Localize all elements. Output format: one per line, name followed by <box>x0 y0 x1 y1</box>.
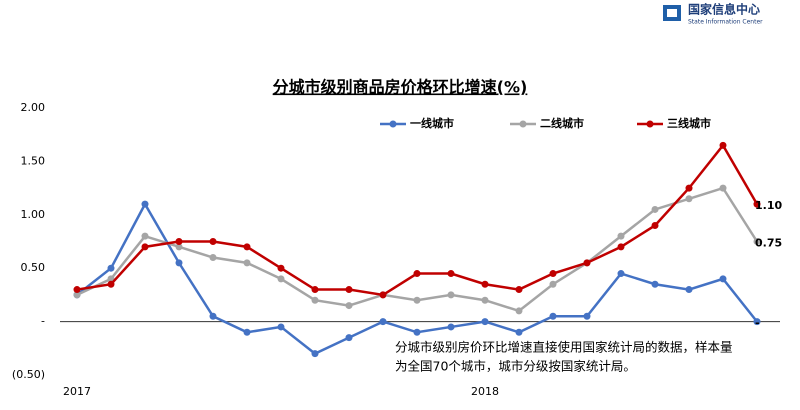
org-cn: 国家信息中心 <box>688 2 760 17</box>
value-label: 1.10 <box>755 199 782 212</box>
point <box>549 280 557 288</box>
point <box>141 232 149 240</box>
point <box>685 184 693 192</box>
point <box>175 238 183 245</box>
y-tick-label: 0.50 <box>21 261 46 274</box>
point <box>549 270 557 278</box>
point <box>141 200 149 208</box>
point <box>447 323 455 331</box>
chart-title: 分城市级别商品房价格环比增速(%) <box>273 78 528 97</box>
point <box>651 205 659 213</box>
point <box>753 238 761 245</box>
point <box>209 238 217 245</box>
point <box>447 270 455 278</box>
point <box>345 334 353 342</box>
point <box>107 280 115 288</box>
point <box>73 291 81 299</box>
point <box>277 275 285 283</box>
point <box>175 259 183 267</box>
point <box>141 243 149 251</box>
point <box>719 141 727 149</box>
y-tick-label: 1.50 <box>21 154 46 167</box>
point <box>379 318 387 326</box>
org-en: State Information Center <box>688 19 763 26</box>
logo-icon-inner <box>667 9 677 17</box>
legend-marker <box>646 120 654 128</box>
point <box>685 195 693 203</box>
point <box>447 291 455 299</box>
point <box>243 328 251 336</box>
point <box>209 312 217 320</box>
legend-label: 二线城市 <box>540 116 584 130</box>
point <box>617 232 625 240</box>
point <box>753 318 761 326</box>
point <box>277 323 285 331</box>
y-tick-label: - <box>41 315 45 328</box>
point <box>651 280 659 288</box>
point <box>311 296 319 304</box>
point <box>413 296 421 304</box>
point <box>209 254 217 262</box>
point <box>515 328 523 336</box>
point <box>617 243 625 251</box>
value-label: - <box>755 317 760 330</box>
point <box>243 259 251 267</box>
legend-marker <box>519 120 527 128</box>
point <box>73 286 81 294</box>
point <box>175 243 183 251</box>
legend-label: 三线城市 <box>667 116 711 130</box>
point <box>719 184 727 192</box>
point <box>481 296 489 304</box>
point <box>345 302 353 310</box>
point <box>651 221 659 229</box>
y-tick-label: 1.00 <box>21 208 46 221</box>
value-label: 0.75 <box>755 237 782 250</box>
point <box>345 286 353 294</box>
point <box>583 259 591 267</box>
point <box>277 264 285 272</box>
point <box>379 291 387 299</box>
point <box>719 275 727 283</box>
point <box>753 200 761 208</box>
point <box>549 312 557 320</box>
point <box>515 286 523 294</box>
y-tick-label: 2.00 <box>21 101 46 114</box>
annotation-line: 为全国70个城市，城市分级按国家统计局。 <box>395 359 636 374</box>
point <box>413 270 421 278</box>
annotation: 分城市级别房价环比增速直接使用国家统计局的数据，样本量 为全国70个城市，城市分… <box>395 340 733 374</box>
annotation-line: 分城市级别房价环比增速直接使用国家统计局的数据，样本量 <box>395 340 733 355</box>
point <box>107 264 115 272</box>
x-tick-label: 2017 <box>63 385 91 398</box>
point <box>243 243 251 251</box>
point <box>515 307 523 315</box>
point <box>583 312 591 320</box>
x-tick-label: 2018 <box>471 385 499 398</box>
point <box>481 280 489 288</box>
logo: 国家信息中心 State Information Center <box>663 2 763 26</box>
point <box>413 328 421 336</box>
y-tick-label: (0.50) <box>12 368 45 381</box>
point <box>481 318 489 326</box>
point <box>311 286 319 294</box>
legend-label: 一线城市 <box>410 116 454 130</box>
point <box>311 350 319 358</box>
point <box>617 270 625 278</box>
legend-marker <box>389 120 397 128</box>
point <box>685 286 693 294</box>
